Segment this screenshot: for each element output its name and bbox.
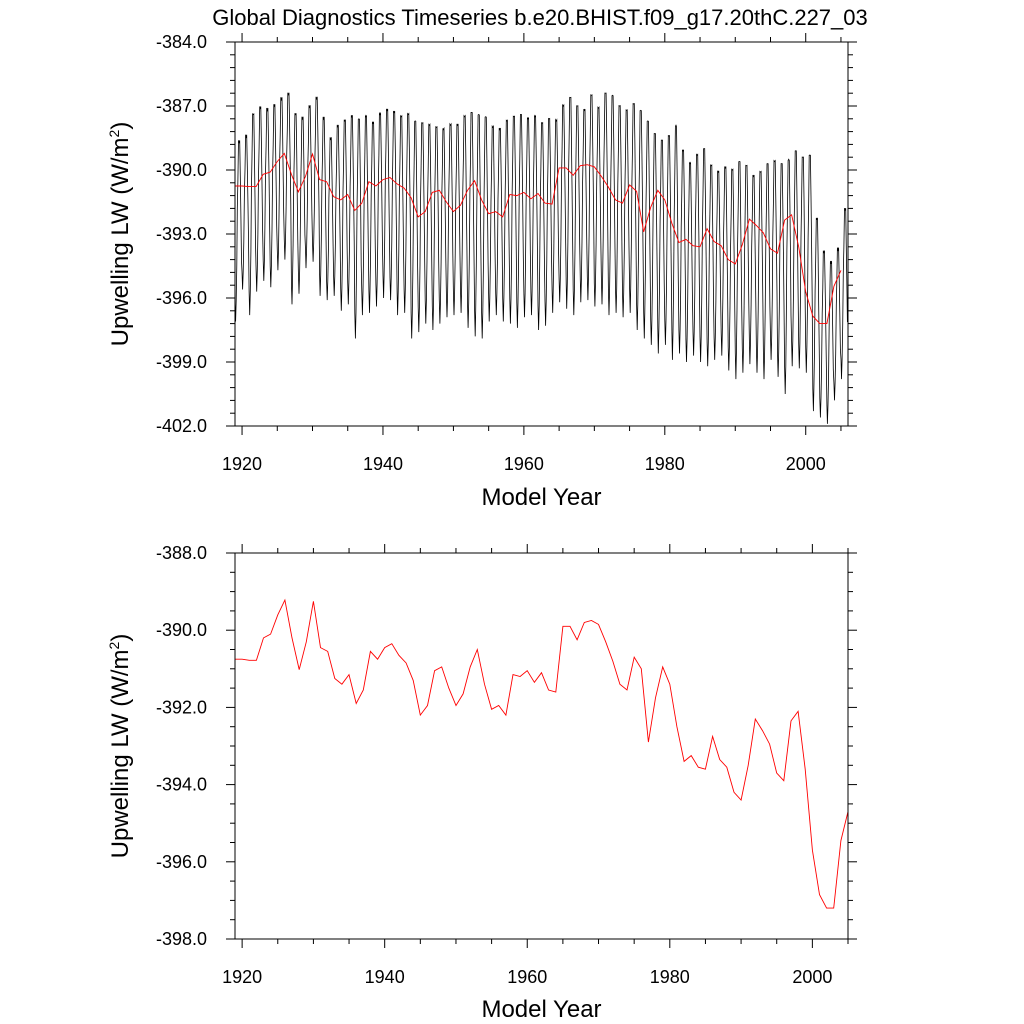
x-tick-label: 1960 xyxy=(507,967,547,987)
plot-frame xyxy=(234,552,849,940)
x-tick-label: 1960 xyxy=(504,454,544,474)
y-axis-label: Upwelling LW (W/m2) xyxy=(106,634,134,859)
x-tick-label: 1920 xyxy=(222,454,262,474)
plot-frame xyxy=(234,41,849,427)
x-tick-label: 2000 xyxy=(792,967,832,987)
x-tick-label: 1980 xyxy=(645,454,685,474)
y-tick-label: -392.0 xyxy=(156,697,207,717)
series-line-annual xyxy=(235,598,849,909)
y-tick-label: -396.0 xyxy=(156,852,207,872)
x-tick-label: 1940 xyxy=(363,454,403,474)
x-tick-label: 2000 xyxy=(786,454,826,474)
y-tick-label: -398.0 xyxy=(156,929,207,949)
series-line-monthly xyxy=(235,92,848,424)
y-tick-label: -390.0 xyxy=(156,620,207,640)
series-line-annual xyxy=(235,152,842,325)
y-tick-label: -402.0 xyxy=(156,416,207,436)
y-tick-label: -394.0 xyxy=(156,775,207,795)
y-axis-label: Upwelling LW (W/m2) xyxy=(106,122,134,347)
chart-title: Global Diagnostics Timeseries b.e20.BHIS… xyxy=(212,5,868,30)
bottom-plot: 1920 1940 1960 1980 2000 -388.0 -390.0 -392.0 -3… xyxy=(106,543,857,1023)
y-tick-label: -384.0 xyxy=(156,32,207,52)
y-tick-label: -399.0 xyxy=(156,352,207,372)
x-tick-label: 1980 xyxy=(650,967,690,987)
y-tick-label: -387.0 xyxy=(156,96,207,116)
y-tick-label: -390.0 xyxy=(156,160,207,180)
x-axis-label: Model Year xyxy=(481,996,601,1023)
y-tick-label: -388.0 xyxy=(156,543,207,563)
y-tick-label: -396.0 xyxy=(156,288,207,308)
x-tick-label: 1940 xyxy=(365,967,405,987)
x-tick-label: 1920 xyxy=(222,967,262,987)
y-tick-label: -393.0 xyxy=(156,224,207,244)
top-plot: 1920 1940 1960 1980 2000 -384.0 -387.0 -390.0 -3… xyxy=(106,32,857,511)
x-axis-label: Model Year xyxy=(481,484,601,511)
